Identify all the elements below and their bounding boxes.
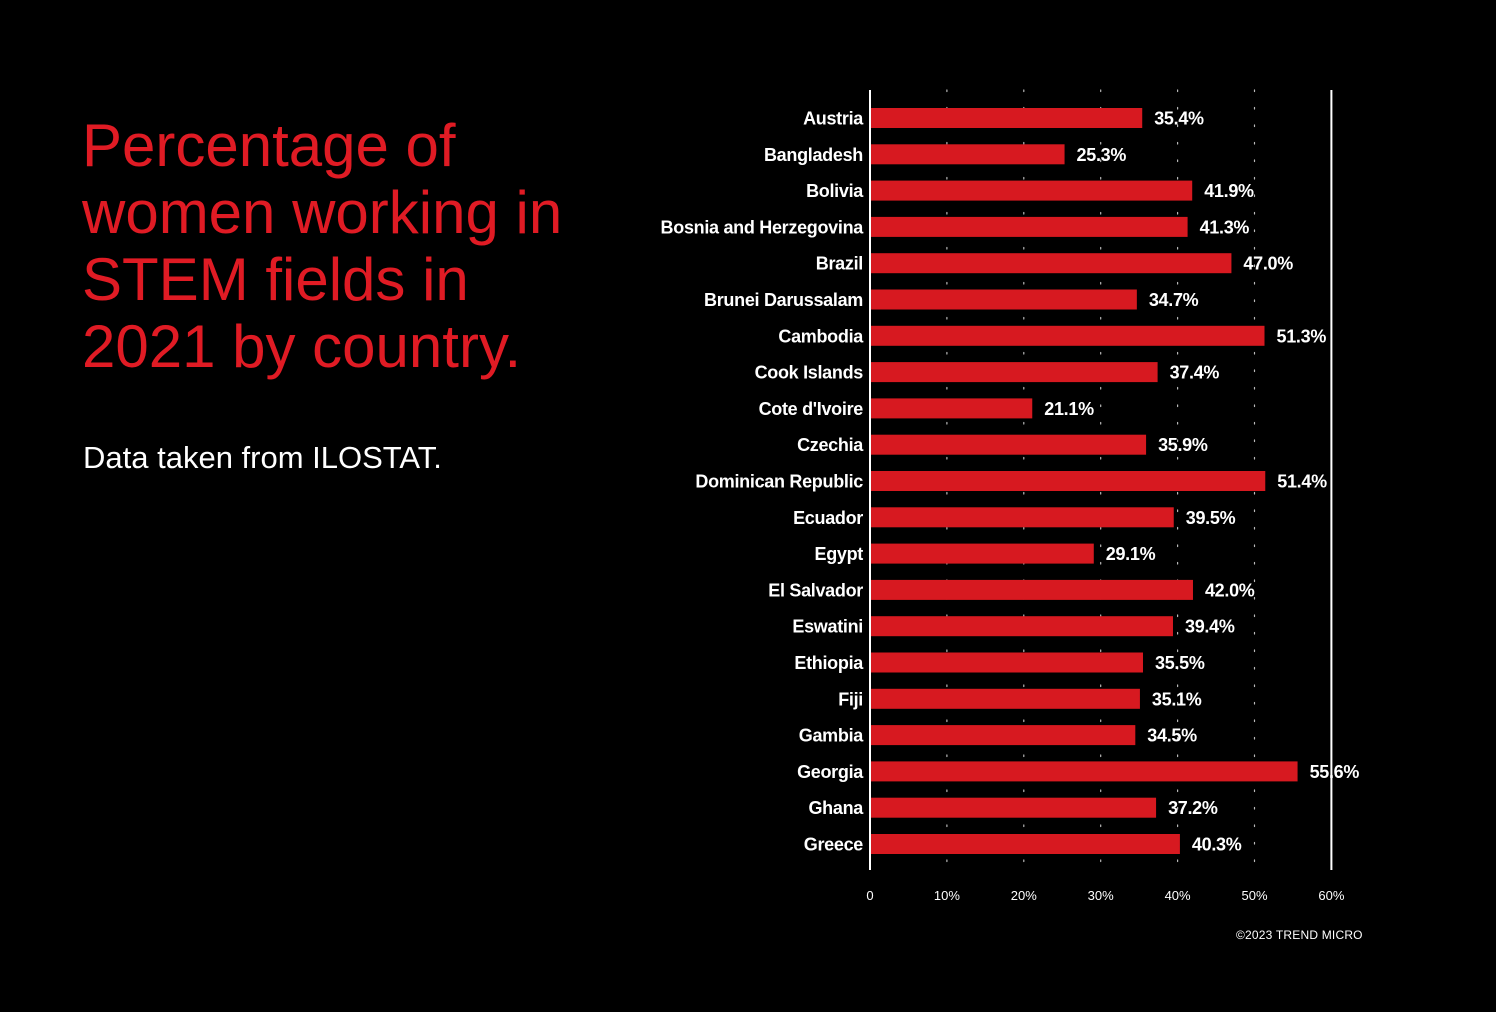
value-label: 37.2% [1168, 798, 1218, 818]
x-tick-label: 30% [1088, 888, 1114, 903]
category-label: El Salvador [768, 580, 863, 600]
labels: 0 10% 20% 30% 40% 50% 60% Austria 35.4% Banglades… [661, 109, 1360, 904]
bar [870, 797, 1157, 818]
category-label: Bosnia and Herzegovina [661, 217, 865, 237]
chart-subtitle: Data taken from ILOSTAT. [83, 440, 442, 475]
value-label: 39.5% [1186, 508, 1236, 528]
category-label: Dominican Republic [695, 472, 863, 492]
value-label: 47.0% [1243, 254, 1293, 274]
bar [870, 616, 1173, 637]
bar [870, 579, 1193, 600]
bar [870, 434, 1147, 455]
value-label: 35.9% [1158, 435, 1208, 455]
bar [870, 688, 1140, 709]
value-label: 51.3% [1276, 326, 1326, 346]
category-label: Egypt [814, 544, 863, 564]
bar [870, 652, 1143, 673]
bar [870, 834, 1180, 854]
bar [870, 144, 1065, 165]
x-tick-label: 40% [1165, 888, 1191, 903]
value-label: 37.4% [1170, 363, 1220, 383]
value-label: 34.5% [1147, 726, 1197, 746]
value-label: 35.4% [1154, 109, 1204, 129]
bar [870, 289, 1137, 310]
bars [870, 108, 1298, 854]
category-label: Georgia [797, 762, 864, 782]
bar [870, 253, 1232, 274]
x-tick-label: 0 [866, 888, 873, 903]
bar [870, 108, 1143, 128]
value-label: 29.1% [1106, 544, 1156, 564]
bar [870, 362, 1158, 383]
category-label: Greece [804, 835, 864, 855]
category-label: Fiji [838, 689, 863, 709]
chart-title: Percentage of women working in STEM fiel… [82, 112, 563, 380]
axes [869, 90, 1333, 870]
category-label: Cook Islands [755, 363, 864, 383]
category-label: Brunei Darussalam [704, 290, 863, 310]
bar [870, 471, 1266, 491]
category-label: Ghana [808, 798, 864, 818]
category-label: Cote d'Ivoire [759, 399, 864, 419]
value-label: 41.9% [1204, 181, 1254, 201]
copyright-credit: ©2023 TREND MICRO [1236, 928, 1363, 942]
category-label: Czechia [797, 435, 864, 455]
bar [870, 325, 1265, 346]
value-label: 35.5% [1155, 653, 1205, 673]
value-label: 41.3% [1200, 217, 1250, 237]
category-label: Bangladesh [764, 145, 863, 165]
value-label: 42.0% [1205, 580, 1255, 600]
category-label: Bolivia [806, 181, 864, 201]
category-label: Brazil [816, 254, 863, 274]
bar [870, 761, 1298, 782]
x-tick-label: 60% [1318, 888, 1344, 903]
bar [870, 507, 1174, 528]
category-label: Ethiopia [794, 653, 864, 673]
bar [870, 180, 1193, 201]
bar [870, 398, 1033, 419]
x-tick-label: 20% [1011, 888, 1037, 903]
value-label: 35.1% [1152, 689, 1202, 709]
value-label: 21.1% [1044, 399, 1094, 419]
value-label: 25.3% [1077, 145, 1127, 165]
value-label: 55.6% [1310, 762, 1360, 782]
x-tick-label: 10% [934, 888, 960, 903]
bar [870, 725, 1136, 746]
value-label: 39.4% [1185, 617, 1235, 637]
category-label: Eswatini [792, 617, 863, 637]
category-label: Austria [803, 109, 864, 129]
bar [870, 543, 1094, 564]
value-label: 51.4% [1277, 472, 1327, 492]
x-tick-label: 50% [1241, 888, 1267, 903]
category-label: Ecuador [793, 508, 863, 528]
category-label: Gambia [799, 726, 865, 746]
value-label: 40.3% [1192, 835, 1242, 855]
bar [870, 216, 1188, 237]
category-label: Cambodia [778, 326, 864, 346]
value-label: 34.7% [1149, 290, 1199, 310]
